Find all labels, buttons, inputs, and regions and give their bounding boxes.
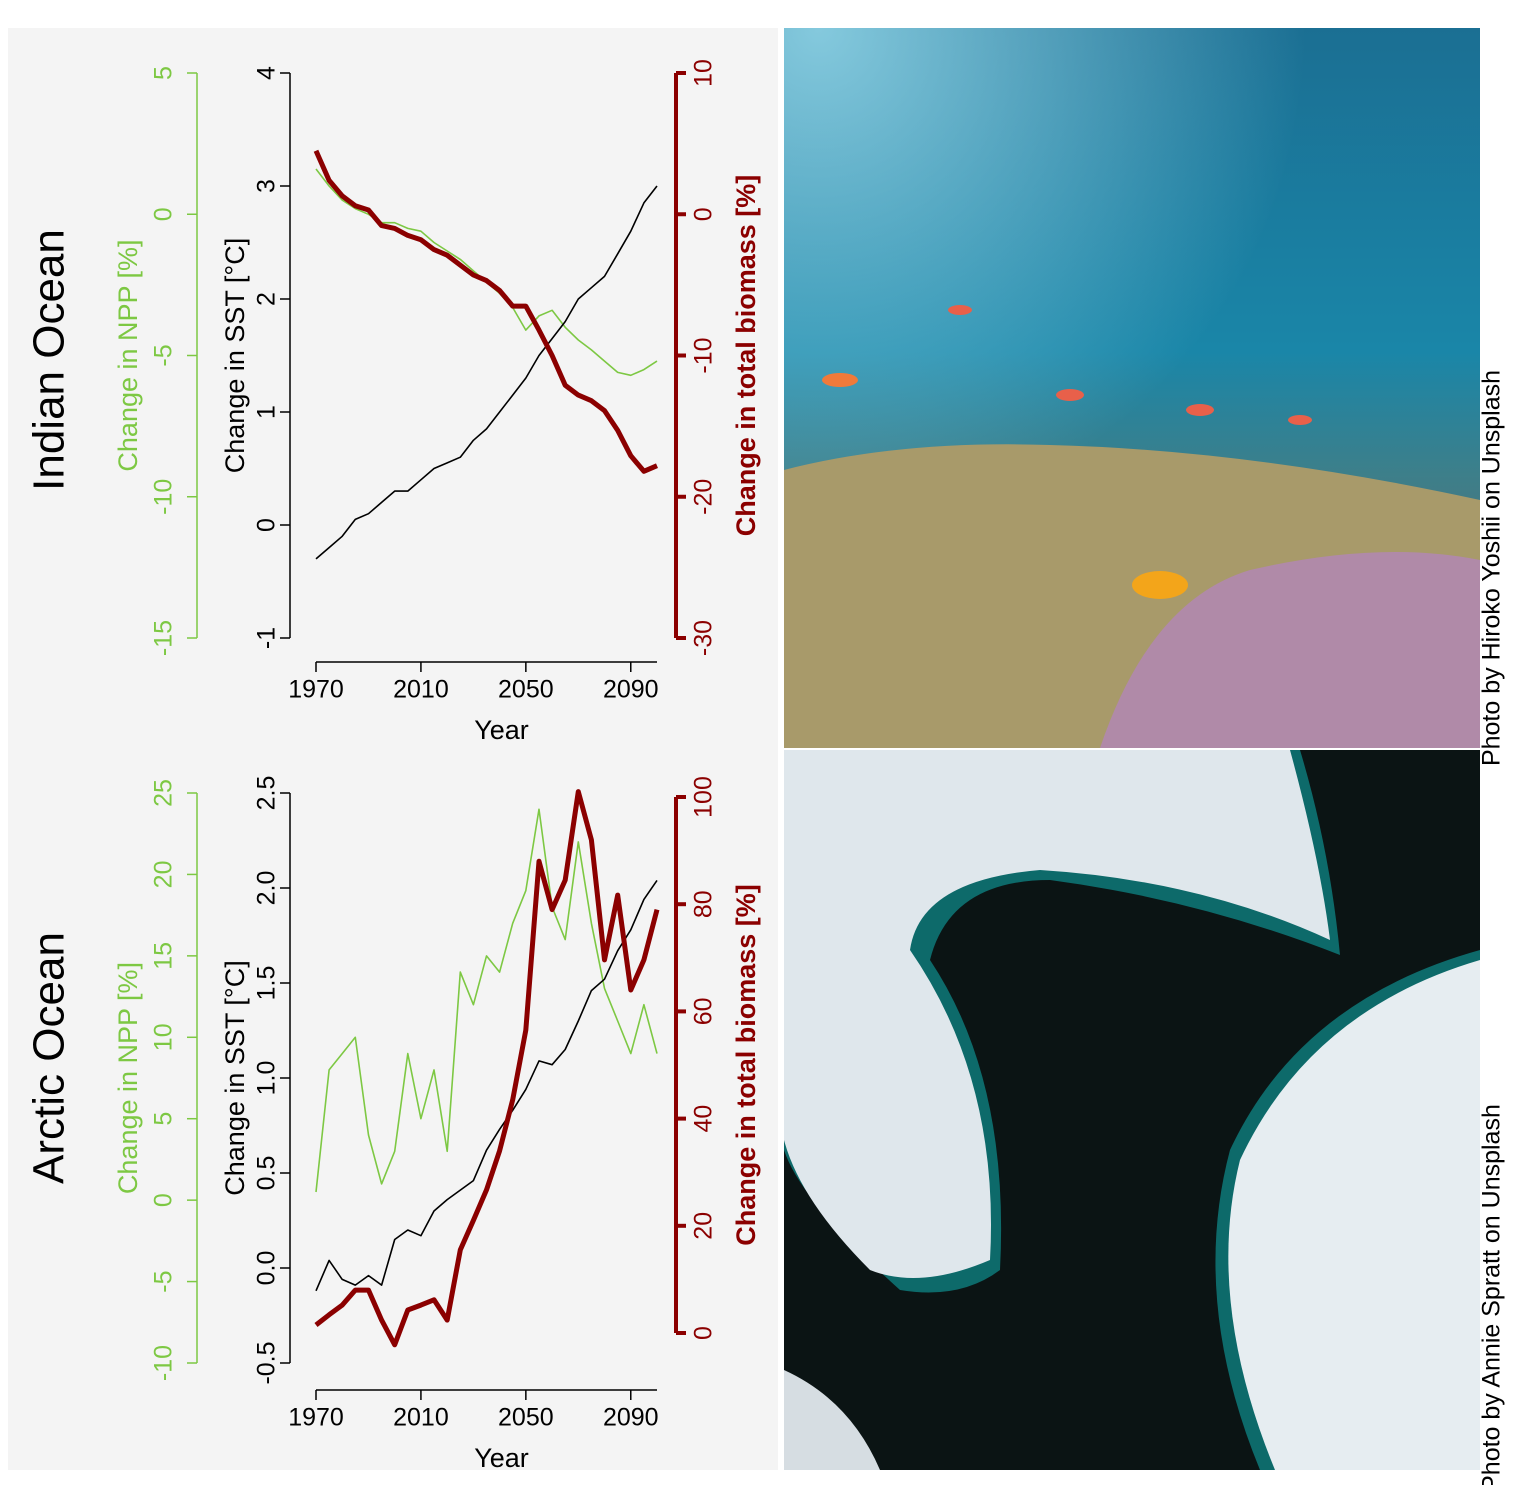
y-tick-label: 0 <box>253 518 281 532</box>
series-line <box>315 879 658 1292</box>
y-tick-label: -10 <box>150 1345 178 1381</box>
y-tick-label: -10 <box>690 337 718 373</box>
y-tick-label: -5 <box>150 1270 178 1292</box>
y-tick-label: 5 <box>150 66 178 80</box>
chart-title: Indian Ocean <box>25 229 74 491</box>
y-tick-label: 1.5 <box>253 966 281 1001</box>
y-axis-title: Change in total biomass [%] <box>731 884 761 1246</box>
photo-ice <box>784 750 1480 1470</box>
chart-panel <box>8 28 778 1470</box>
y-axis-title: Change in SST [°C] <box>220 960 250 1195</box>
y-tick-label: -5 <box>150 344 178 366</box>
y-axis-title: Change in total biomass [%] <box>731 175 761 537</box>
series-line <box>315 185 658 560</box>
y-tick-label: -15 <box>150 620 178 656</box>
y-tick-label: 20 <box>690 1212 718 1240</box>
x-tick-label: 2010 <box>393 1404 449 1432</box>
y-tick-label: 80 <box>690 890 718 918</box>
y-axis-title: Change in SST [°C] <box>220 238 250 473</box>
y-tick-label: 2.0 <box>253 871 281 906</box>
y-tick-label: 4 <box>253 66 281 80</box>
x-tick-label: 1970 <box>288 676 344 704</box>
photo-credit: Photo by Annie Spratt on Unsplash <box>1478 1104 1506 1485</box>
y-tick-label: 40 <box>690 1105 718 1133</box>
y-tick-label: 25 <box>150 779 178 807</box>
y-axis-title: Change in NPP [%] <box>113 962 143 1194</box>
y-tick-label: 0 <box>150 1193 178 1207</box>
y-tick-label: 10 <box>690 59 718 87</box>
y-tick-label: 5 <box>150 1112 178 1126</box>
series-line <box>315 808 658 1193</box>
y-tick-label: 10 <box>150 1023 178 1051</box>
x-tick-label: 2050 <box>498 676 554 704</box>
y-tick-label: 0 <box>690 1326 718 1340</box>
x-tick-label: 2090 <box>603 1404 659 1432</box>
y-tick-label: -1 <box>253 627 281 649</box>
y-tick-label: -30 <box>690 620 718 656</box>
series-line <box>314 789 660 1348</box>
y-tick-label: -0.5 <box>253 1341 281 1384</box>
chart-title: Arctic Ocean <box>25 932 74 1184</box>
photo-reef <box>784 28 1480 748</box>
y-tick-label: 0 <box>690 207 718 221</box>
y-tick-label: 3 <box>253 179 281 193</box>
x-tick-label: 2090 <box>603 676 659 704</box>
y-tick-label: -20 <box>690 479 718 515</box>
x-tick-label: 2010 <box>393 676 449 704</box>
y-tick-label: 1 <box>253 405 281 419</box>
y-tick-label: -10 <box>150 479 178 515</box>
y-tick-label: 2 <box>253 292 281 306</box>
y-tick-label: 20 <box>150 861 178 889</box>
y-axis-title: Change in NPP [%] <box>113 239 143 471</box>
x-axis-title: Year <box>474 715 529 745</box>
y-tick-label: 1.0 <box>253 1061 281 1096</box>
series-line <box>313 149 658 474</box>
y-tick-label: 2.5 <box>253 776 281 811</box>
x-tick-label: 2050 <box>498 1404 554 1432</box>
y-tick-label: 100 <box>690 776 718 818</box>
y-tick-label: 60 <box>690 997 718 1025</box>
y-tick-label: 0.5 <box>253 1156 281 1191</box>
x-axis-title: Year <box>474 1443 529 1473</box>
y-tick-label: 0.0 <box>253 1251 281 1286</box>
x-tick-label: 1970 <box>288 1404 344 1432</box>
y-tick-label: 15 <box>150 942 178 970</box>
y-tick-label: 0 <box>150 207 178 221</box>
photo-credit: Photo by Hiroko Yoshii on Unsplash <box>1478 370 1506 766</box>
